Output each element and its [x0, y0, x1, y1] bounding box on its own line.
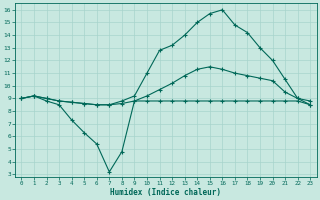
- X-axis label: Humidex (Indice chaleur): Humidex (Indice chaleur): [110, 188, 221, 197]
